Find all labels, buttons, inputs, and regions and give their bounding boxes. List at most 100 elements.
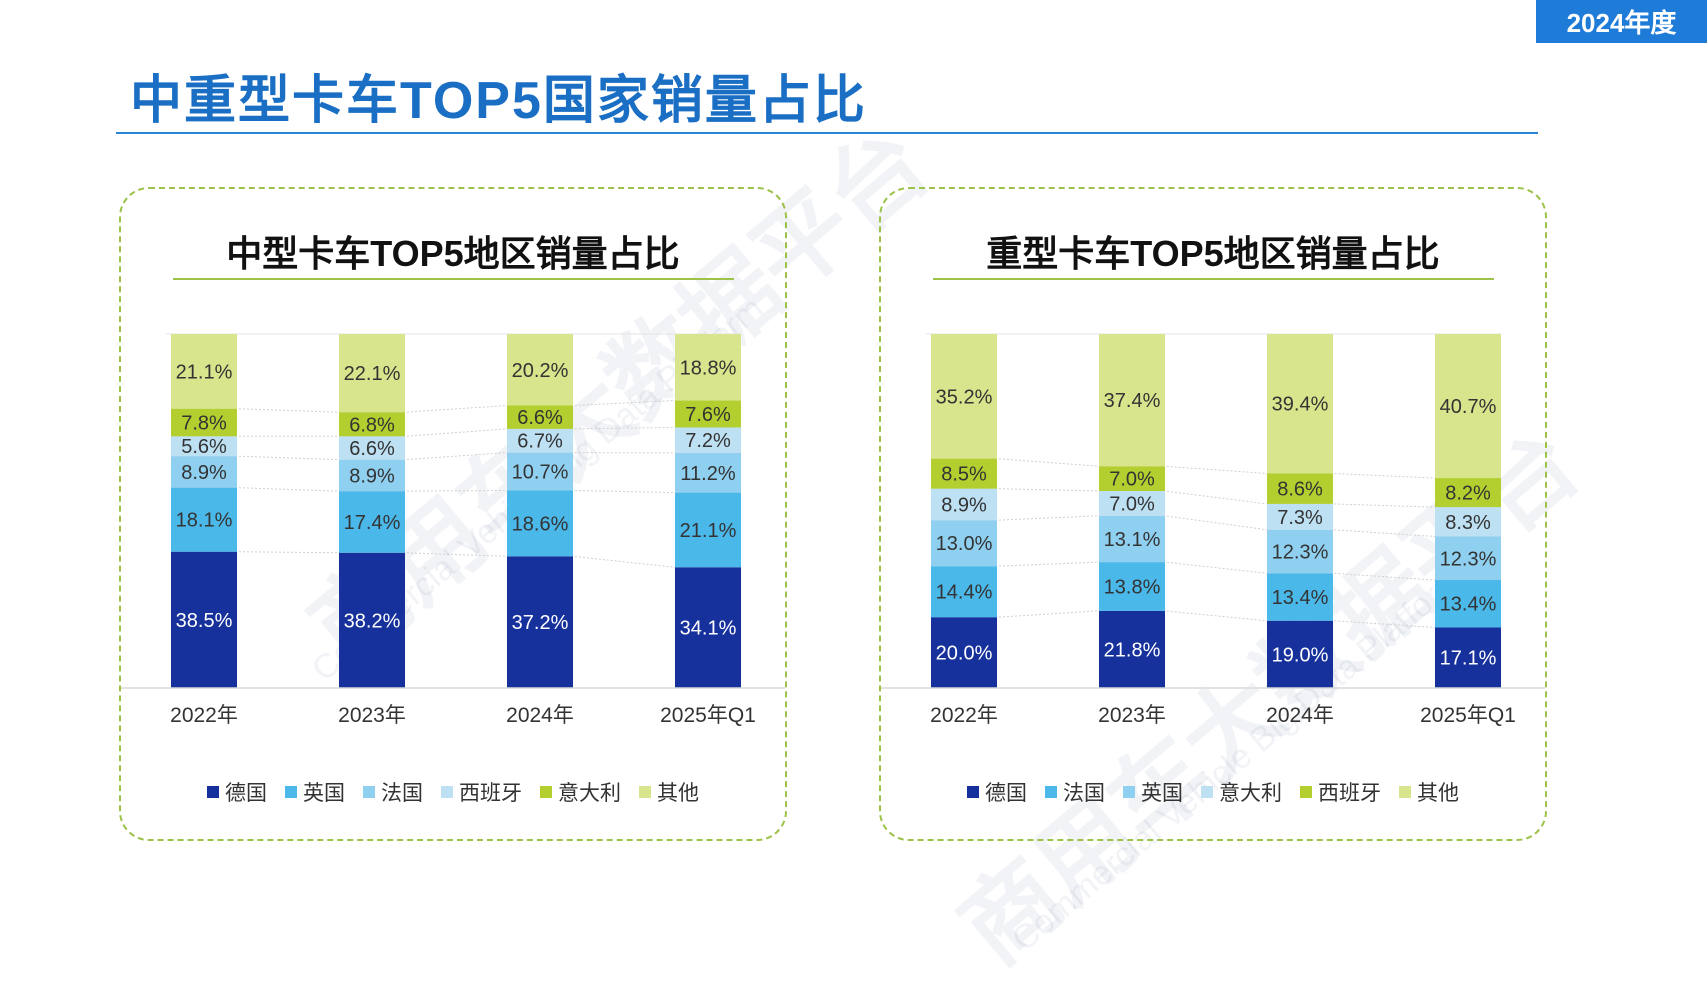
- bar-segment: [1267, 573, 1333, 621]
- data-label: 12.3%: [1440, 548, 1497, 570]
- chart-title: 中型卡车TOP5地区销量占比: [226, 233, 680, 274]
- bar-segment: [339, 436, 405, 460]
- data-label: 8.9%: [941, 494, 987, 516]
- data-label: 7.8%: [181, 413, 227, 435]
- legend-label: 英国: [303, 782, 345, 805]
- legend-swatch: [441, 786, 453, 798]
- bar-segment: [171, 487, 237, 552]
- bar-segment: [507, 556, 573, 688]
- bar-segment: [1099, 610, 1165, 688]
- bar-segment: [1435, 627, 1501, 688]
- data-label: 8.6%: [1277, 479, 1323, 501]
- data-label: 39.4%: [1272, 394, 1329, 416]
- medium-truck-stacked-bar-chart: 38.5% 18.1% 8.9% 5.6%7.8% 21.1% 2022年 38.2% 17.…: [121, 333, 785, 727]
- data-label: 12.3%: [1272, 542, 1329, 564]
- legend-item: 西班牙: [441, 777, 522, 807]
- data-label: 8.9%: [181, 462, 227, 484]
- data-label: 8.9%: [349, 465, 395, 487]
- data-label: 13.4%: [1272, 587, 1329, 609]
- bar-segment: [1099, 466, 1165, 492]
- chart-title-divider: [933, 278, 1494, 280]
- bar-segment: [931, 520, 997, 567]
- data-label: 13.4%: [1440, 594, 1497, 616]
- data-label: 18.8%: [680, 357, 737, 379]
- data-label: 7.2%: [685, 430, 731, 452]
- data-label: 21.1%: [176, 361, 233, 383]
- series-connector-line: [931, 458, 1501, 479]
- data-label: 18.1%: [176, 510, 233, 532]
- data-label: 20.2%: [512, 360, 569, 382]
- legend-item: 英国: [285, 777, 345, 807]
- bar-segment: [675, 427, 741, 453]
- bar-segment: [1267, 503, 1333, 530]
- bar-segment: [339, 334, 405, 413]
- legend-item: 其他: [1399, 777, 1459, 807]
- bar-segment: [507, 405, 573, 429]
- legend-item: 意大利: [1201, 777, 1282, 807]
- bar-segment: [1267, 473, 1333, 504]
- data-label: 38.5%: [176, 610, 233, 632]
- legend-swatch: [1399, 786, 1411, 798]
- data-label: 7.0%: [1109, 469, 1155, 491]
- x-tick-label: 2024年: [506, 704, 574, 727]
- bar-segment: [171, 334, 237, 409]
- bar-segment: [339, 552, 405, 688]
- data-label: 11.2%: [680, 463, 735, 485]
- bar-segment: [1435, 478, 1501, 508]
- data-label: 10.7%: [512, 462, 569, 484]
- legend-swatch: [1300, 786, 1312, 798]
- bar-segment: [1267, 334, 1333, 474]
- x-tick-label: 2025年Q1: [660, 704, 756, 727]
- series-connector-line: [171, 551, 741, 568]
- bar-segment: [1435, 507, 1501, 537]
- bar-segment: [1435, 334, 1501, 479]
- data-label: 7.0%: [1109, 493, 1155, 515]
- legend-swatch: [363, 786, 375, 798]
- legend-label: 英国: [1141, 782, 1183, 805]
- data-label: 17.1%: [1440, 648, 1497, 670]
- data-label: 6.8%: [349, 414, 395, 436]
- legend-swatch: [639, 786, 651, 798]
- legend-label: 其他: [1417, 782, 1459, 805]
- series-connector-line: [171, 487, 741, 494]
- series-connector-line: [931, 488, 1501, 508]
- bar-segment: [171, 436, 237, 457]
- series-connector-line: [931, 561, 1501, 581]
- legend-item: 德国: [967, 777, 1027, 807]
- data-label: 5.6%: [181, 436, 227, 458]
- legend-swatch: [1201, 786, 1213, 798]
- legend-item: 意大利: [540, 777, 621, 807]
- data-label: 6.6%: [517, 407, 563, 429]
- data-label: 6.7%: [517, 431, 563, 453]
- legend-item: 法国: [1045, 777, 1105, 807]
- data-label: 7.3%: [1277, 507, 1323, 529]
- bar-segment: [507, 334, 573, 406]
- legend-label: 德国: [225, 782, 267, 805]
- legend-label: 法国: [1063, 782, 1105, 805]
- x-tick-label: 2024年: [1266, 704, 1334, 727]
- data-label: 14.4%: [936, 582, 993, 604]
- bar-segment: [675, 492, 741, 568]
- data-label: 13.0%: [936, 533, 993, 555]
- bar-segment: [675, 567, 741, 688]
- medium-truck-chart-panel: 中型卡车TOP5地区销量占比 38.5% 18.1% 8.9% 5.6% 7.8% 21.…: [119, 187, 787, 841]
- x-tick-label: 2025年Q1: [1420, 704, 1516, 727]
- legend-item: 德国: [207, 777, 267, 807]
- legend-label: 意大利: [558, 782, 621, 805]
- data-label: 38.2%: [344, 610, 401, 632]
- series-connector-line: [171, 452, 741, 461]
- bar-segment: [931, 458, 997, 489]
- legend-swatch: [1123, 786, 1135, 798]
- bar-segment: [507, 452, 573, 491]
- chart-title-divider: [173, 278, 734, 280]
- bar-segment: [507, 490, 573, 557]
- data-label: 13.1%: [1104, 529, 1161, 551]
- bar-segment: [931, 334, 997, 459]
- legend-item: 西班牙: [1300, 777, 1381, 807]
- bar-segment: [171, 551, 237, 688]
- data-label: 22.1%: [344, 363, 401, 385]
- data-label: 8.2%: [1445, 483, 1491, 505]
- data-label: 21.8%: [1104, 639, 1161, 661]
- bar-segment: [1267, 529, 1333, 574]
- data-label: 34.1%: [680, 618, 737, 640]
